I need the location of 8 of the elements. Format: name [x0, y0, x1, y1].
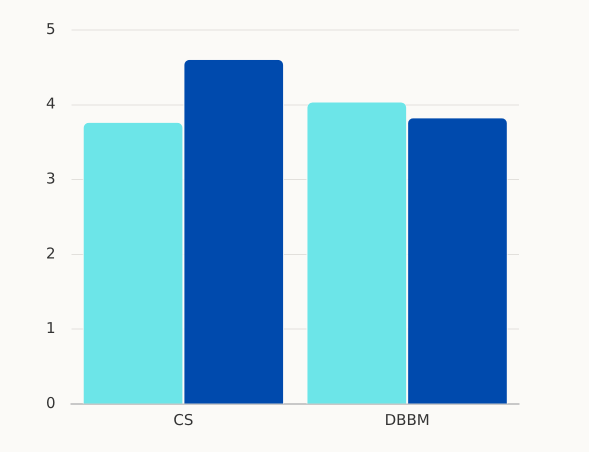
y-tick-label: 1 — [46, 319, 56, 338]
y-tick-label: 3 — [46, 169, 56, 188]
y-tick-label: 0 — [46, 394, 56, 412]
x-tick-label: DBBM — [384, 410, 430, 429]
x-tick-label: CS — [173, 410, 194, 429]
y-tick-label: 5 — [46, 20, 56, 38]
y-tick-label: 2 — [46, 244, 56, 262]
y-tick-label: 4 — [46, 94, 56, 113]
